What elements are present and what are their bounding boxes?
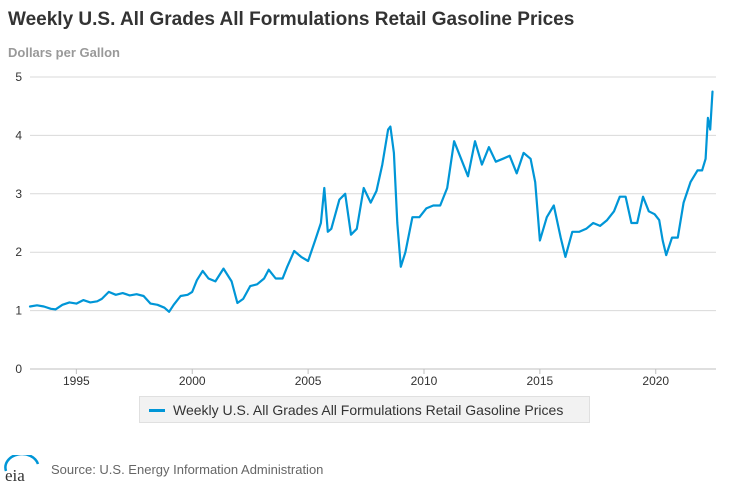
y-tick-label-4: 4 (15, 128, 22, 142)
eia-logo-icon: eia (2, 452, 42, 485)
x-tick-label-2015: 2015 (527, 374, 554, 388)
y-tick-label-0: 0 (15, 362, 22, 376)
y-tick-label-1: 1 (15, 304, 22, 318)
x-tick-label-2020: 2020 (642, 374, 669, 388)
x-tick-label-1995: 1995 (63, 374, 90, 388)
source-note: Source: U.S. Energy Information Administ… (51, 462, 324, 477)
y-tick-label-3: 3 (15, 187, 22, 201)
series-line-0 (28, 90, 714, 313)
y-tick-label-5: 5 (15, 70, 22, 84)
legend-series-label: Weekly U.S. All Grades All Formulations … (173, 402, 564, 418)
y-axis-units-label: Dollars per Gallon (8, 45, 120, 60)
x-tick-label-2000: 2000 (179, 374, 206, 388)
logo-text: eia (5, 466, 25, 483)
chart-legend[interactable]: Weekly U.S. All Grades All Formulations … (139, 396, 590, 423)
x-tick-label-2010: 2010 (411, 374, 438, 388)
y-tick-label-2: 2 (15, 245, 22, 259)
legend-line-swatch (149, 409, 165, 412)
line-chart: 0 1 2 3 4 5 1995 2000 2005 2010 2015 2020 (15, 70, 716, 388)
x-tick-label-2005: 2005 (295, 374, 322, 388)
chart-title: Weekly U.S. All Grades All Formulations … (8, 9, 575, 30)
